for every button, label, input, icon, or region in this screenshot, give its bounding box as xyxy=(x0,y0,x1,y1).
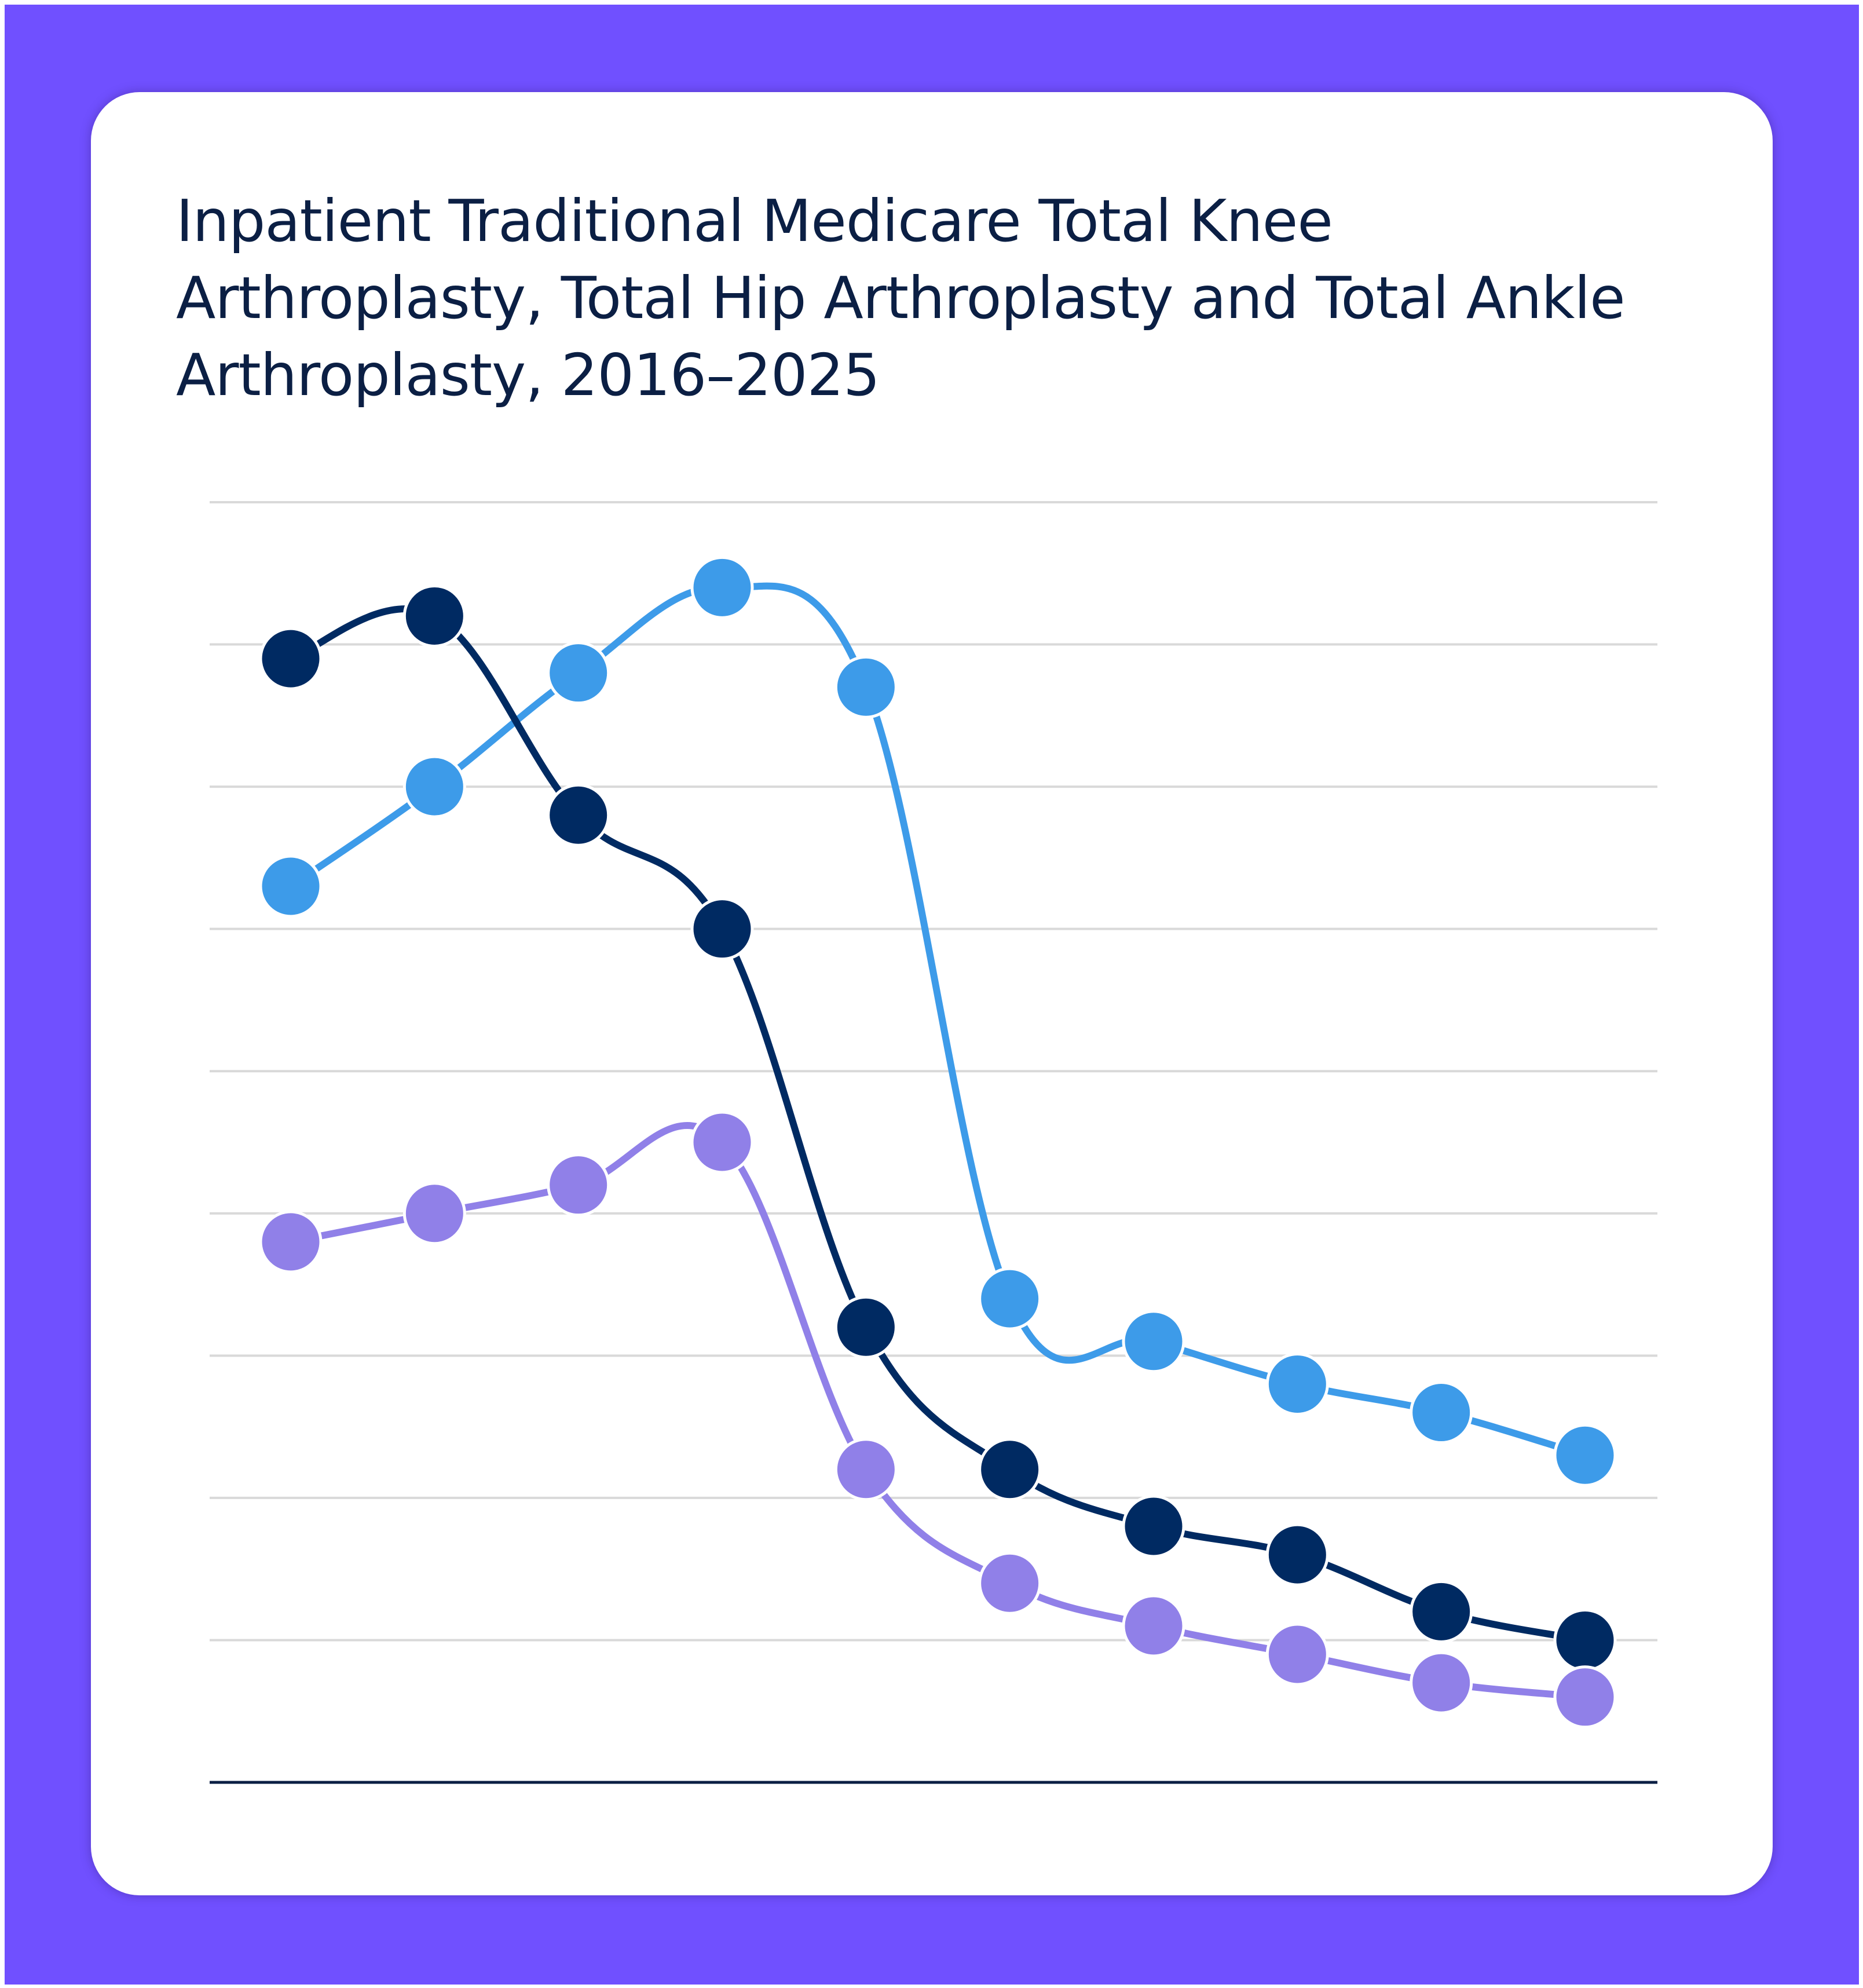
data-point-s1-2017 xyxy=(402,755,466,818)
data-point-s2-2022 xyxy=(1122,1494,1185,1558)
series-lines xyxy=(287,582,1589,1701)
data-point-s2-2024 xyxy=(1410,1580,1473,1643)
data-point-s2-2018 xyxy=(547,783,610,847)
data-point-s1-2023 xyxy=(1265,1352,1329,1416)
data-point-s3-2025 xyxy=(1553,1665,1617,1729)
chart-card: Inpatient Traditional Medicare Total Kne… xyxy=(91,92,1773,1895)
series-line-2 xyxy=(287,605,1589,1644)
series-line-1 xyxy=(287,582,1589,1459)
data-point-s2-2023 xyxy=(1265,1523,1329,1587)
data-point-s2-2016 xyxy=(259,627,323,690)
data-point-s2-2021 xyxy=(978,1438,1042,1501)
data-point-s2-2020 xyxy=(834,1295,898,1359)
data-point-s1-2021 xyxy=(978,1267,1042,1331)
data-point-s3-2021 xyxy=(978,1551,1042,1615)
chart-title: Inpatient Traditional Medicare Total Kne… xyxy=(176,187,1626,409)
line-chart xyxy=(210,501,1657,1784)
data-point-s1-2024 xyxy=(1410,1381,1473,1445)
data-point-s3-2023 xyxy=(1265,1622,1329,1686)
data-point-s3-2024 xyxy=(1410,1651,1473,1715)
data-point-s1-2019 xyxy=(690,556,754,619)
data-point-s3-2022 xyxy=(1122,1594,1185,1658)
series-line-3 xyxy=(287,1122,1589,1701)
data-point-s2-2019 xyxy=(690,897,754,961)
data-point-s3-2019 xyxy=(690,1110,754,1174)
data-point-s1-2020 xyxy=(834,655,898,719)
data-point-s3-2020 xyxy=(834,1438,898,1501)
data-point-s1-2022 xyxy=(1122,1310,1185,1373)
data-point-s3-2016 xyxy=(259,1210,323,1274)
gridlines xyxy=(210,501,1657,1784)
data-point-s1-2016 xyxy=(259,854,323,918)
data-point-s1-2025 xyxy=(1553,1423,1617,1487)
series-points xyxy=(259,556,1617,1729)
data-point-s2-2017 xyxy=(402,584,466,648)
data-point-s1-2018 xyxy=(547,641,610,705)
data-point-s2-2025 xyxy=(1553,1608,1617,1672)
data-point-s3-2017 xyxy=(402,1182,466,1245)
data-point-s3-2018 xyxy=(547,1153,610,1217)
